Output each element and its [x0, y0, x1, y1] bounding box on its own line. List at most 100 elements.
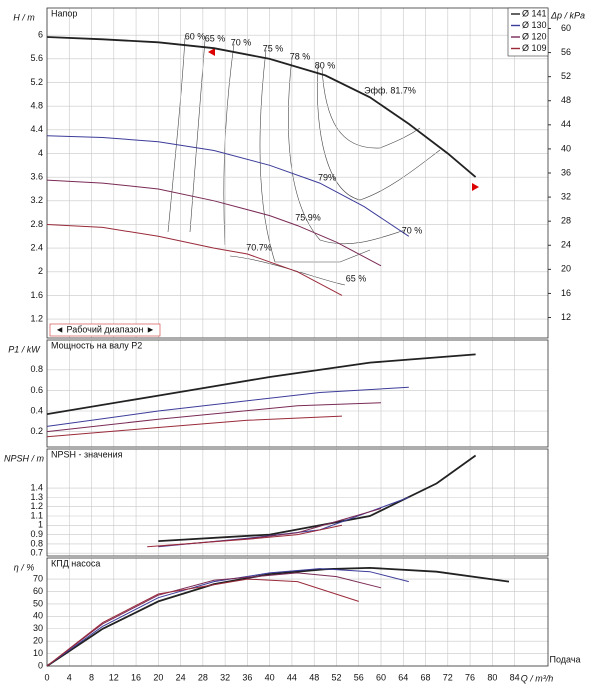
- x-axis-label: Q / m³/h: [521, 673, 554, 683]
- y-tick-label: 40: [33, 611, 43, 621]
- annotation: Эфф. 81.7%: [364, 85, 416, 95]
- range-box: [49, 323, 161, 337]
- annotation: 75 %: [263, 43, 284, 53]
- legend-label: Ø 130: [522, 20, 547, 30]
- y-tick-label: 4.4: [30, 124, 43, 134]
- y-tick-label: 0.8: [30, 364, 43, 374]
- annotation: 70 %: [231, 37, 252, 47]
- series-line: [46, 566, 510, 667]
- panel-title: NPSH - значения: [51, 449, 123, 459]
- x-tick-label: 40: [265, 672, 275, 682]
- annotation: 79%: [318, 172, 336, 182]
- annotation: 70.7%: [246, 242, 272, 252]
- y-tick-label: 0.6: [30, 385, 43, 395]
- y-tick-label: 70: [33, 573, 43, 583]
- y-axis-label: NPSH / m: [4, 453, 45, 463]
- annotation: 60 %: [185, 31, 206, 41]
- y-tick-label: 1.1: [30, 510, 43, 520]
- y2-tick-label: 44: [561, 119, 571, 129]
- y-tick-label: 3.2: [30, 195, 43, 205]
- panel-title: Напор: [51, 8, 77, 18]
- y-tick-label: 0.4: [30, 405, 43, 415]
- y-tick-label: 2.4: [30, 242, 43, 252]
- y-tick-label: 10: [33, 648, 43, 658]
- series-line: [46, 179, 382, 267]
- x-tick-label: 32: [220, 672, 230, 682]
- range-marker: [472, 183, 479, 191]
- x-tick-label: 36: [242, 672, 252, 682]
- y2-tick-label: 20: [561, 264, 571, 274]
- x-tick-label: 8: [89, 672, 94, 682]
- series-line: [147, 524, 343, 548]
- iso-line: [167, 37, 186, 233]
- y2-tick-label: 28: [561, 216, 571, 226]
- x-tick-label: 44: [287, 672, 297, 682]
- x-tick-label: 64: [398, 672, 408, 682]
- annotation: 75.9%: [295, 212, 321, 222]
- x-tick-label: 84: [510, 672, 520, 682]
- iso-line: [288, 56, 406, 245]
- y2-axis-label: Δp / kPa: [550, 10, 585, 20]
- range-marker: [208, 48, 215, 56]
- y-tick-label: 2.8: [30, 219, 43, 229]
- y-tick-label: 5.2: [30, 77, 43, 87]
- x-tick-label: 20: [153, 672, 163, 682]
- iso-line: [321, 67, 421, 149]
- annotation: 78 %: [290, 51, 311, 61]
- x-tick-label: 56: [354, 672, 364, 682]
- series-line: [46, 224, 343, 296]
- y-tick-label: 2: [38, 266, 43, 276]
- y-tick-label: 20: [33, 636, 43, 646]
- y-tick-label: 0: [38, 660, 43, 670]
- y-tick-label: 0.2: [30, 426, 43, 436]
- legend-label: Ø 109: [522, 43, 547, 53]
- x-tick-label: 60: [376, 672, 386, 682]
- series-line: [46, 36, 477, 178]
- x-tick-label: 28: [198, 672, 208, 682]
- plot-frame: [46, 448, 549, 557]
- series-line: [46, 415, 343, 438]
- y2-tick-label: 24: [561, 240, 571, 250]
- x-tick-label: 4: [67, 672, 72, 682]
- y-axis-label: H / m: [13, 12, 35, 22]
- x-tick-label: 24: [176, 672, 186, 682]
- y2-tick-label: 36: [561, 167, 571, 177]
- series-line: [46, 386, 409, 427]
- y-tick-label: 3.6: [30, 172, 43, 182]
- y-tick-label: 1.2: [30, 501, 43, 511]
- x-tick-label: 80: [487, 672, 497, 682]
- panel-title: Мощность на валу P2: [51, 340, 142, 350]
- iso-line: [259, 49, 371, 263]
- range-label: ◄ Рабочий диапазон ►: [55, 324, 155, 334]
- y-axis-label: P1 / kW: [8, 344, 41, 354]
- y-tick-label: 4.8: [30, 101, 43, 111]
- plot-frame: [46, 7, 549, 339]
- series-line: [46, 353, 476, 415]
- x-caption: Подача: [549, 654, 580, 664]
- y-tick-label: 60: [33, 586, 43, 596]
- y-tick-label: 30: [33, 623, 43, 633]
- y-tick-label: 1: [38, 520, 43, 530]
- y-tick-label: 1.3: [30, 492, 43, 502]
- y2-tick-label: 32: [561, 191, 571, 201]
- y-tick-label: 0.8: [30, 538, 43, 548]
- x-tick-label: 52: [331, 672, 341, 682]
- y-tick-label: 4: [38, 148, 43, 158]
- y-tick-label: 6: [38, 30, 43, 40]
- y2-tick-label: 56: [561, 47, 571, 57]
- y-tick-label: 50: [33, 598, 43, 608]
- y-tick-label: 1.6: [30, 290, 43, 300]
- y-tick-label: 0.7: [30, 548, 43, 558]
- iso-line: [189, 39, 206, 233]
- series-line: [46, 402, 382, 433]
- y2-tick-label: 40: [561, 143, 571, 153]
- x-tick-label: 0: [44, 672, 49, 682]
- annotation: 65 %: [346, 273, 367, 283]
- plot-frame: [46, 557, 549, 667]
- x-tick-label: 72: [443, 672, 453, 682]
- y2-tick-label: 16: [561, 288, 571, 298]
- y2-tick-label: 48: [561, 95, 571, 105]
- plot-frame: [46, 339, 549, 448]
